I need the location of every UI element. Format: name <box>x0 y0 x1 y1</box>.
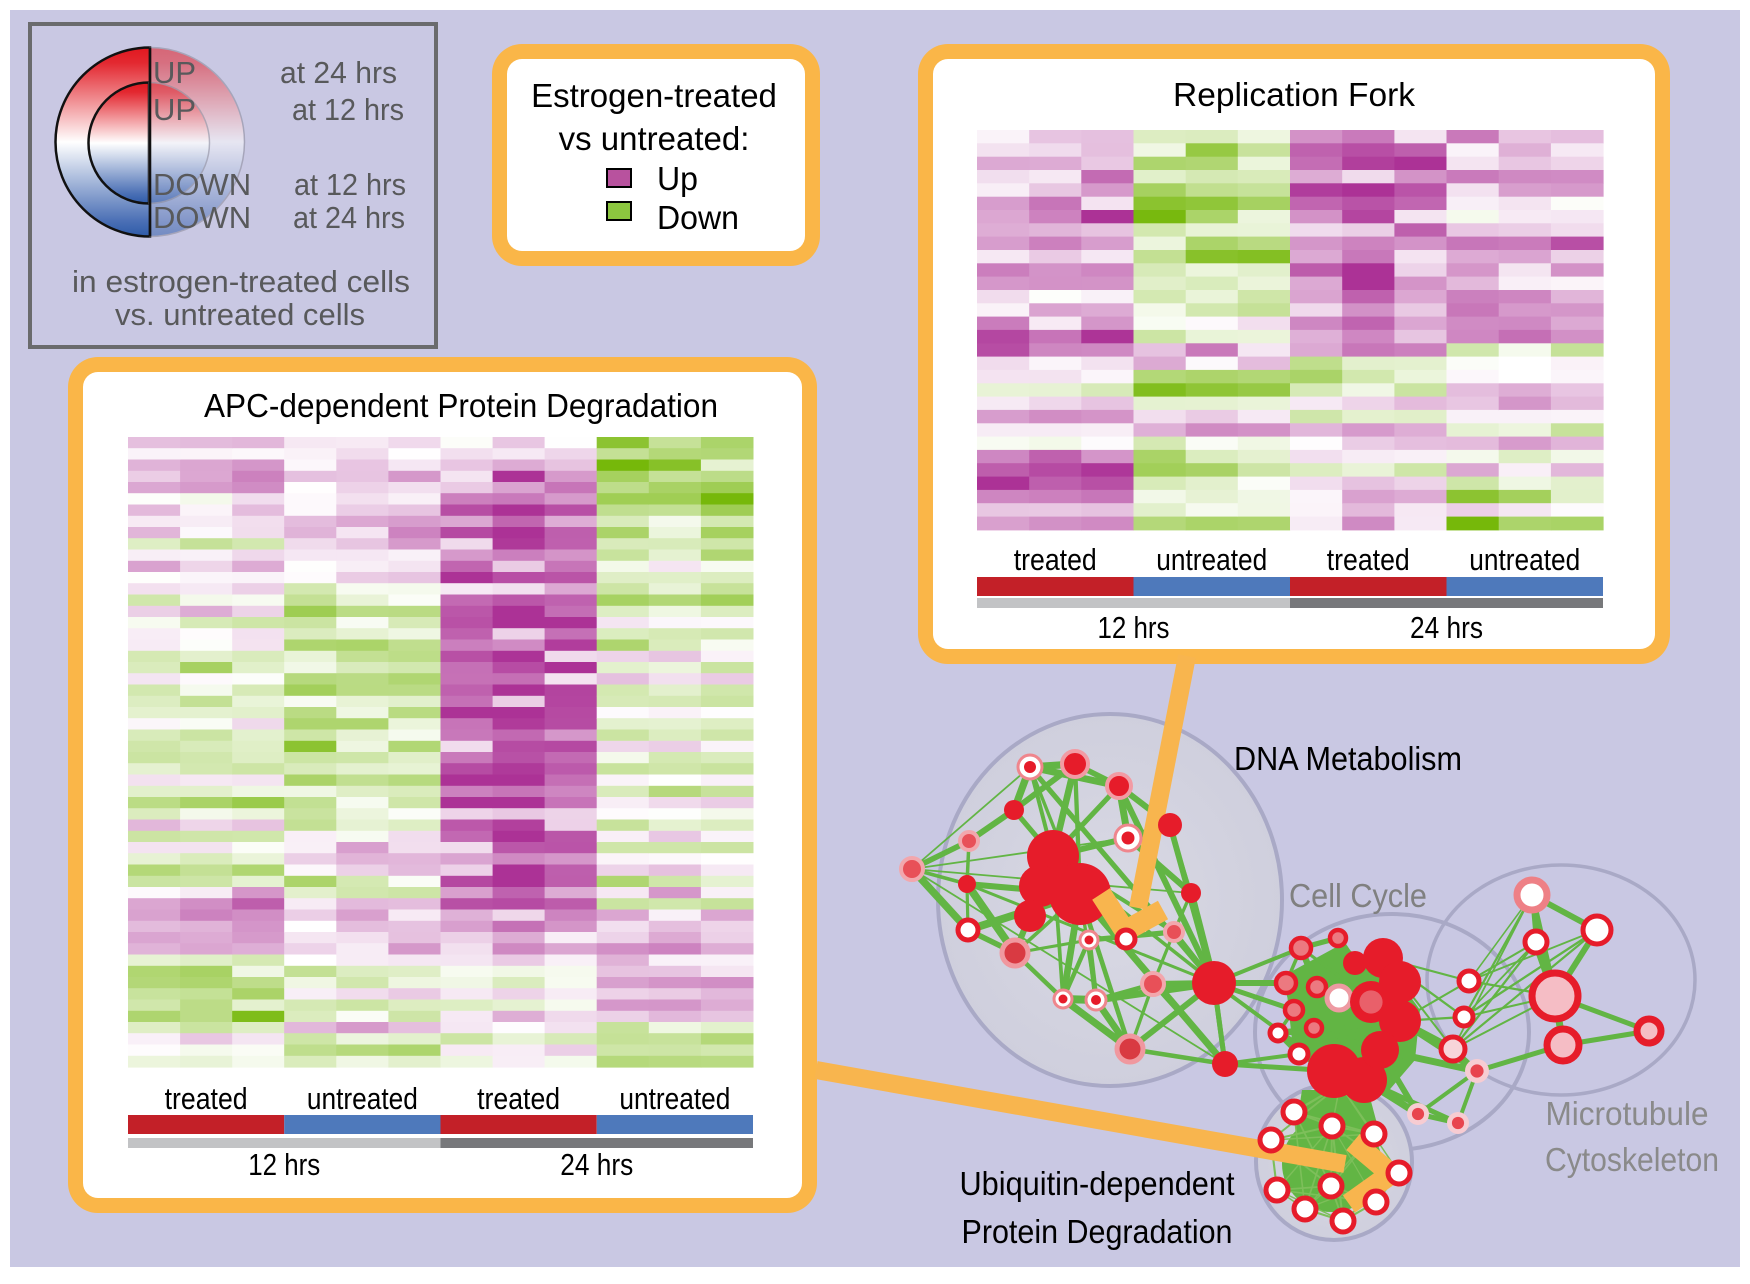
svg-text:untreated: untreated <box>1469 542 1580 577</box>
svg-text:Estrogen-treated: Estrogen-treated <box>531 77 777 114</box>
svg-text:untreated: untreated <box>619 1081 730 1116</box>
svg-text:UP: UP <box>153 55 196 90</box>
svg-text:Down: Down <box>657 199 739 236</box>
svg-text:Cell Cycle: Cell Cycle <box>1289 877 1427 914</box>
svg-text:at 12 hrs: at 12 hrs <box>294 167 406 202</box>
svg-text:in estrogen-treated cells: in estrogen-treated cells <box>72 264 410 299</box>
svg-text:DNA Metabolism: DNA Metabolism <box>1234 740 1462 777</box>
svg-text:Cytoskeleton: Cytoskeleton <box>1545 1141 1719 1178</box>
svg-text:treated: treated <box>477 1081 560 1116</box>
svg-text:untreated: untreated <box>307 1081 418 1116</box>
svg-text:at 12 hrs: at 12 hrs <box>292 92 404 127</box>
svg-text:UP: UP <box>153 92 196 127</box>
svg-text:at 24 hrs: at 24 hrs <box>280 55 397 90</box>
svg-text:at 24 hrs: at 24 hrs <box>293 200 405 235</box>
svg-text:Up: Up <box>657 160 698 197</box>
svg-text:vs untreated:: vs untreated: <box>559 120 750 157</box>
svg-text:24 hrs: 24 hrs <box>560 1147 633 1182</box>
svg-text:APC-dependent Protein Degradat: APC-dependent Protein Degradation <box>204 387 718 424</box>
svg-text:Replication Fork: Replication Fork <box>1173 76 1415 113</box>
svg-text:Microtubule: Microtubule <box>1546 1095 1709 1132</box>
svg-text:untreated: untreated <box>1156 542 1267 577</box>
svg-text:treated: treated <box>1014 542 1097 577</box>
svg-text:24 hrs: 24 hrs <box>1410 610 1483 645</box>
svg-text:12 hrs: 12 hrs <box>248 1147 320 1182</box>
svg-text:DOWN: DOWN <box>153 167 251 202</box>
svg-text:treated: treated <box>1327 542 1410 577</box>
svg-text:DOWN: DOWN <box>153 200 251 235</box>
svg-text:12 hrs: 12 hrs <box>1098 610 1170 645</box>
svg-text:Protein Degradation: Protein Degradation <box>962 1213 1233 1250</box>
svg-text:Ubiquitin-dependent: Ubiquitin-dependent <box>960 1165 1235 1202</box>
svg-text:vs. untreated cells: vs. untreated cells <box>115 297 365 332</box>
svg-text:treated: treated <box>165 1081 248 1116</box>
